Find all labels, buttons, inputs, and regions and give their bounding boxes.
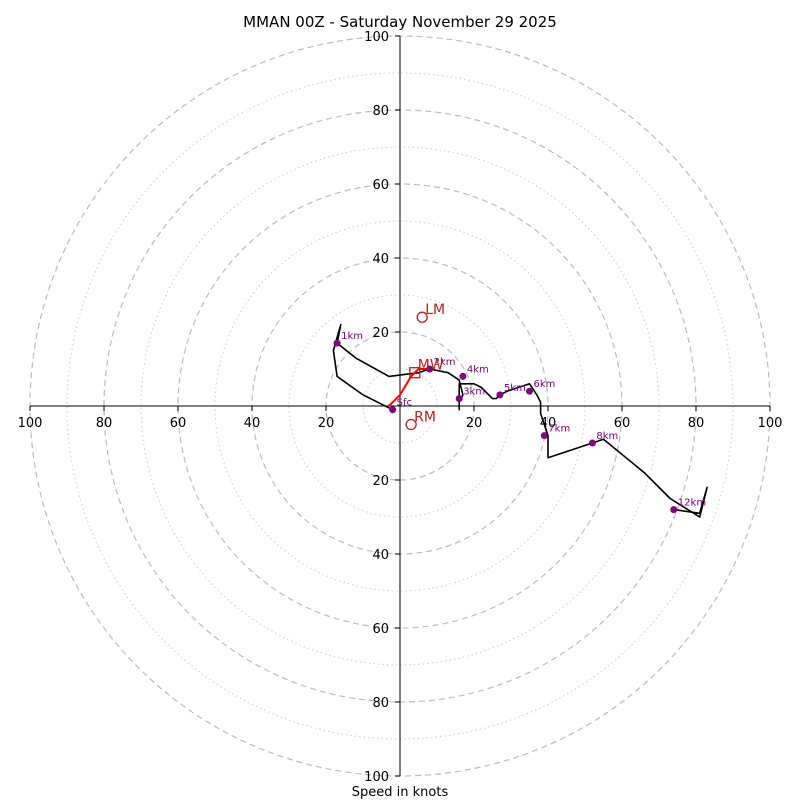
height-label-3km: 3km — [463, 387, 485, 398]
marker-mw — [409, 367, 421, 379]
mean-wind-line — [388, 368, 430, 407]
hodograph-line — [332, 323, 708, 518]
x-tick-label: 60 — [170, 416, 187, 431]
height-label-2km: 2km — [434, 357, 456, 368]
x-tick-label: 40 — [244, 416, 261, 431]
height-point-4km — [459, 372, 467, 380]
height-point-1km — [333, 339, 341, 347]
height-point-6km — [526, 387, 533, 395]
x-tick-label: 40 — [540, 416, 557, 431]
marker-lm — [416, 311, 428, 323]
x-tick-label: 100 — [18, 416, 43, 431]
height-point-3km — [455, 395, 463, 403]
height-point-2km — [426, 365, 434, 373]
y-tick-label: 100 — [364, 30, 389, 45]
x-axis-label: Speed in knots — [352, 785, 449, 800]
y-tick-label: 20 — [372, 474, 389, 489]
y-tick-label: 60 — [372, 178, 389, 193]
y-tick-label: 40 — [372, 252, 389, 267]
x-tick-label: 80 — [688, 416, 705, 431]
marker-label-rm: RM — [414, 410, 436, 426]
height-label-Sfc: Sfc — [397, 398, 412, 409]
marker-rm — [405, 418, 417, 431]
axis-ticks: 100 80 60 40 20 20 40 60 80 100100806040202040608… — [18, 30, 783, 785]
height-label-8km: 8km — [596, 431, 618, 442]
x-tick-label: 100 — [758, 416, 783, 431]
x-tick-label: 60 — [614, 416, 631, 431]
x-tick-label: 20 — [466, 416, 483, 431]
chart-title: MMAN 00Z - Saturday November 29 2025 — [243, 13, 557, 31]
wind-trace — [332, 323, 708, 518]
height-point-Sfc — [389, 406, 397, 414]
marker-label-mw: MW — [418, 358, 444, 374]
height-label-5km: 5km — [504, 383, 526, 394]
height-label-6km: 6km — [534, 379, 556, 390]
axes — [30, 36, 770, 776]
x-tick-label: 80 — [96, 416, 113, 431]
y-tick-label: 80 — [372, 104, 389, 119]
height-label-1km: 1km — [341, 331, 363, 342]
height-point-5km — [496, 391, 504, 399]
y-tick-label: 80 — [372, 696, 389, 711]
height-point-12km — [670, 506, 678, 514]
x-tick-label: 20 — [318, 416, 335, 431]
height-point-8km — [588, 439, 596, 447]
height-points: Sfc 1km 2km 3km 4km 5km 6km 7km 8km 12km — [333, 331, 706, 514]
marker-label-lm: LM — [425, 302, 445, 318]
storm-motion-markers: LM MW RM — [405, 302, 445, 431]
y-tick-label: 100 — [364, 770, 389, 785]
mean-wind-vector — [388, 368, 430, 407]
y-tick-label: 40 — [372, 548, 389, 563]
height-label-4km: 4km — [467, 364, 489, 375]
height-label-12km: 12km — [678, 498, 706, 509]
y-tick-label: 20 — [372, 326, 389, 341]
height-label-7km: 7km — [548, 424, 570, 435]
height-point-7km — [540, 432, 548, 440]
y-tick-label: 60 — [372, 622, 389, 637]
